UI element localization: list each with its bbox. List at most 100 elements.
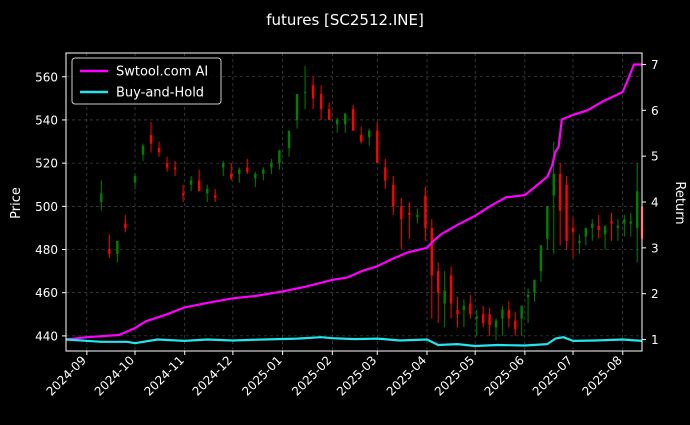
candle-body [475,316,478,319]
candle-body [392,184,395,207]
candle-body [584,227,588,237]
candle-body [494,320,498,328]
candle-body [546,206,549,239]
candle-body [520,305,523,319]
candle-body [384,167,387,181]
y-tick-label: 480 [35,243,58,257]
candle-body [230,173,233,179]
y-axis-ticks: 440 460 480 500 520 540 560 [35,70,66,343]
y-axis-label: Price [9,187,24,219]
candle-body [578,240,581,244]
y2-axis-label: Return [672,181,687,224]
candle-body [416,214,419,218]
candle-body [311,85,315,99]
candle-body [327,109,331,120]
candle-body [133,176,137,183]
candle-body [189,180,193,185]
y2-tick-label: 2 [651,287,659,301]
candle-body [462,305,466,310]
candle-body [319,94,323,110]
candle-body [100,193,103,202]
y-tick-label: 440 [35,329,58,343]
candle-body [360,135,363,142]
candle-body [214,195,217,198]
y2-tick-label: 5 [651,150,659,164]
candle-body [351,109,355,131]
candle-body [270,163,273,168]
y2-tick-label: 3 [651,241,659,255]
candle-body [610,221,613,224]
candle-body [108,249,111,254]
legend-label: Buy-and-Hold [116,86,204,101]
candle-body [481,314,485,323]
candle-body [149,135,153,144]
candle-body [424,195,427,228]
candle-body [443,290,446,304]
candle-body [623,219,626,224]
legend-label: Swtool.com AI [116,65,208,80]
legend: Swtool.com AI Buy-and-Hold [71,57,222,105]
candle-body [558,173,562,211]
y-tick-label: 540 [35,113,58,127]
return-series [65,63,643,348]
candle-body [124,223,127,228]
candle-body [501,309,504,319]
candle-body [141,145,145,155]
y-tick-label: 560 [35,70,58,84]
y-tick-label: 460 [35,286,58,300]
candle-body [287,130,291,149]
y2-axis-ticks: 1 2 3 4 5 6 7 [642,58,659,347]
candle-body [295,94,299,120]
series-line-1 [65,336,643,348]
candle-body [165,163,169,168]
candle-body [488,314,491,326]
candle-body [181,193,185,196]
candle-body [565,184,568,241]
candle-body [278,150,281,164]
candle-body [526,294,530,298]
candle-body [571,227,575,233]
candle-body [507,309,511,319]
candle-body [635,191,639,228]
candle-body [254,173,257,179]
candle-body [157,148,161,153]
candle-body [552,173,555,196]
y2-tick-label: 4 [651,196,659,210]
candle-body [469,303,472,315]
y2-tick-label: 1 [651,333,659,347]
candle-body [368,130,371,138]
y-tick-label: 500 [35,200,58,214]
candle-body [430,227,434,276]
candle-body [437,271,440,293]
candle-body [116,240,119,254]
candle-body [238,169,241,174]
y-tick-label: 520 [35,157,58,171]
candle-body [222,163,225,168]
candle-body [533,279,536,293]
candle-body [539,245,543,272]
candle-body [408,212,411,215]
candlestick-series [100,65,644,341]
y2-tick-label: 7 [651,58,659,72]
chart-title: futures [SC2512.INE] [266,11,424,29]
candle-body [376,130,379,164]
candle-body [591,223,594,228]
candle-body [616,225,620,228]
candle-body [197,180,201,192]
candle-body [303,91,307,93]
candle-body [246,167,249,172]
candle-body [456,309,459,315]
candle-body [603,225,607,235]
candle-body [173,167,177,170]
candle-body [205,189,209,194]
series-line-0 [65,63,642,341]
candle-body [400,206,403,220]
candle-body [597,225,600,231]
candle-body [629,221,632,224]
candle-body [343,113,347,125]
candle-body [335,119,339,125]
candle-body [262,169,265,174]
candle-body [514,320,517,330]
